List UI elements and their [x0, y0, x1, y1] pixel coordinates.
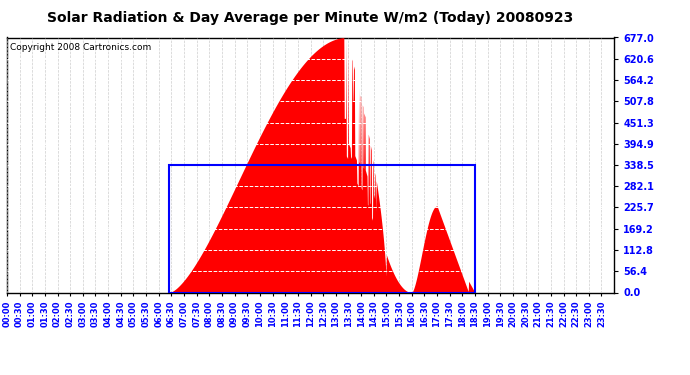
Text: Solar Radiation & Day Average per Minute W/m2 (Today) 20080923: Solar Radiation & Day Average per Minute…	[48, 11, 573, 25]
Text: Copyright 2008 Cartronics.com: Copyright 2008 Cartronics.com	[10, 43, 151, 52]
Bar	[169, 165, 475, 292]
